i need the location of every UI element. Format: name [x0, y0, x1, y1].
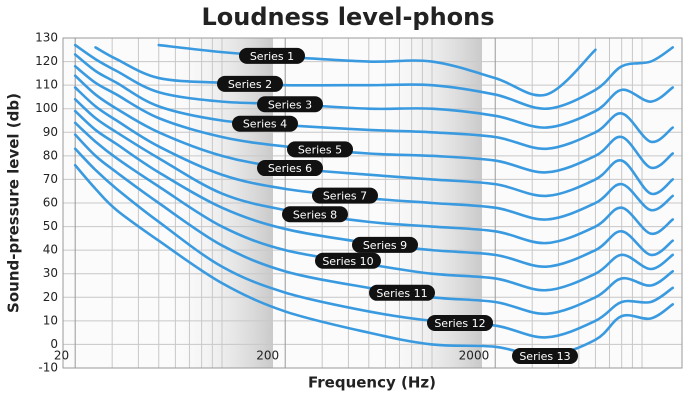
- series-label-bg: [287, 141, 353, 158]
- series-line: [73, 97, 675, 245]
- series-label-bg: [257, 96, 323, 113]
- series-label-bg: [312, 187, 378, 204]
- series-label: Series 1: [250, 50, 294, 63]
- series-label: Series 7: [323, 190, 367, 203]
- series-line: [73, 74, 675, 198]
- y-tick-label: -10: [38, 361, 58, 375]
- y-tick-label: 70: [43, 172, 58, 186]
- y-tick-label: 30: [43, 266, 58, 280]
- series-label-bg: [352, 236, 418, 253]
- series-label: Series 6: [268, 162, 312, 175]
- series-label: Series 2: [228, 78, 272, 91]
- x-tick-label: 20: [54, 349, 69, 363]
- series-label-bg: [369, 284, 435, 301]
- y-tick-label: 120: [35, 54, 58, 68]
- series-label-bg: [257, 160, 323, 177]
- series-line: [73, 64, 675, 174]
- series-line: [157, 43, 597, 97]
- series-label-bg: [315, 252, 381, 269]
- x-axis-label: Frequency (Hz): [308, 374, 436, 392]
- series-line: [73, 53, 675, 151]
- y-tick-label: 60: [43, 196, 58, 210]
- y-tick-label: 50: [43, 219, 58, 233]
- series-label: Series 12: [434, 317, 485, 330]
- y-tick-label: 40: [43, 243, 58, 257]
- series-label: Series 11: [376, 287, 427, 300]
- y-tick-label: 130: [35, 31, 58, 45]
- series-label-bg: [427, 314, 493, 331]
- series-label-bg: [217, 75, 283, 92]
- series-label: Series 5: [298, 143, 342, 156]
- x-tick-label: 2000: [459, 349, 490, 363]
- series-line: [73, 121, 675, 292]
- y-tick-label: 110: [35, 78, 58, 92]
- series-label-bg: [512, 347, 578, 364]
- series-label: Series 4: [243, 118, 287, 131]
- series-line: [94, 46, 675, 111]
- x-tick-label: 200: [256, 349, 279, 363]
- series-label: Series 10: [322, 255, 373, 268]
- y-axis-label: Sound-pressure level (db): [5, 93, 23, 313]
- y-tick-label: 20: [43, 290, 58, 304]
- y-tick-label: 100: [35, 101, 58, 115]
- series-label: Series 3: [268, 98, 312, 111]
- series-label-bg: [232, 115, 298, 132]
- chart-title: Loudness level-phons: [201, 3, 494, 31]
- series-label: Series 8: [293, 208, 337, 221]
- y-tick-label: 90: [43, 125, 58, 139]
- series-line: [73, 86, 675, 221]
- series-line: [73, 147, 675, 339]
- plot-border: [62, 37, 683, 369]
- series-label: Series 9: [363, 239, 407, 252]
- series-label-bg: [282, 206, 348, 223]
- series-line: [73, 43, 675, 129]
- series-label: Series 13: [519, 350, 570, 363]
- y-tick-label: 10: [43, 313, 58, 327]
- series-label-bg: [239, 47, 305, 64]
- y-tick-label: 80: [43, 148, 58, 162]
- y-tick-label: 0: [50, 337, 58, 351]
- series-line: [73, 163, 675, 358]
